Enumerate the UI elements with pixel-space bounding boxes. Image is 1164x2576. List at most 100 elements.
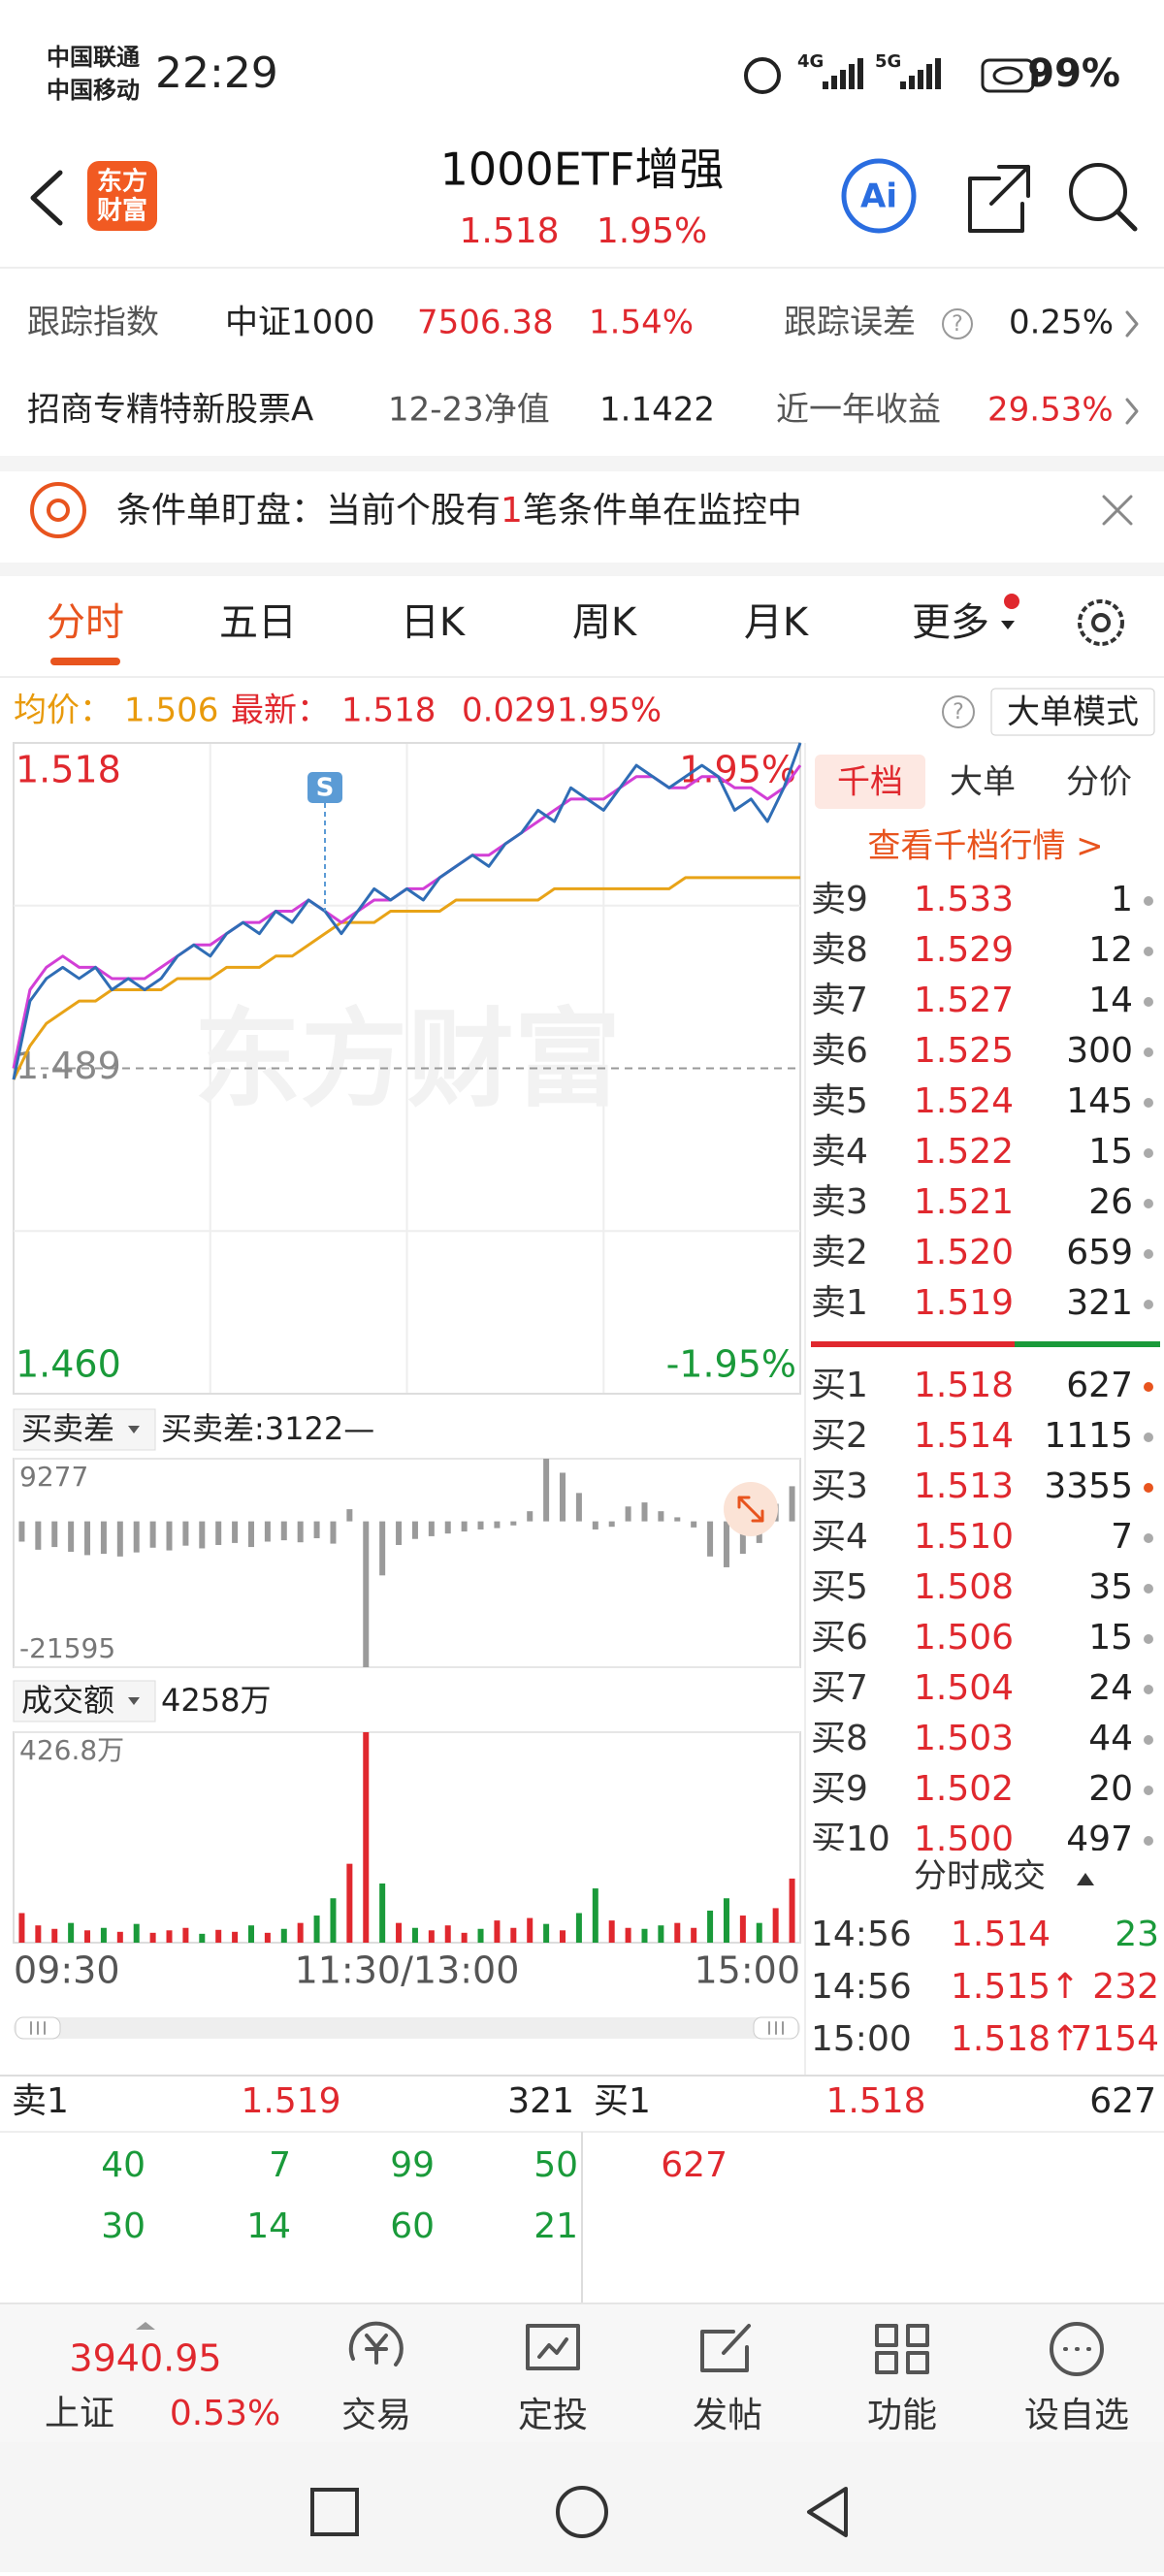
nav-label[interactable]: 发帖	[693, 2396, 762, 2435]
depth-tab[interactable]: 分价	[1066, 763, 1132, 802]
depth-tab[interactable]: 千档	[837, 763, 903, 802]
level-volume: 14	[1088, 981, 1133, 1020]
grip	[768, 2021, 784, 2035]
ai-label[interactable]: Ai	[860, 177, 897, 216]
nav-icon[interactable]	[1050, 2322, 1104, 2376]
bar	[346, 1509, 353, 1522]
bar	[313, 1916, 320, 1943]
level-label: 买5	[811, 1567, 868, 1607]
bar	[199, 1933, 206, 1943]
index-pct: 1.54%	[589, 304, 694, 342]
sub-frame	[13, 1458, 801, 1668]
level-label: 卖5	[811, 1081, 868, 1121]
selector-label[interactable]: 买卖差	[21, 1410, 114, 1447]
chevron[interactable]	[1125, 310, 1139, 338]
nav-icon[interactable]	[875, 2324, 929, 2374]
share-button[interactable]	[968, 165, 1030, 233]
depth-link[interactable]: 查看千档行情 >	[867, 827, 1103, 866]
bar	[494, 1920, 501, 1943]
depth-tab[interactable]: 大单	[950, 763, 1016, 802]
logo[interactable]	[87, 161, 157, 231]
avg-value: 1.506	[124, 692, 218, 730]
search-button[interactable]	[1069, 163, 1127, 221]
tab[interactable]: 五日	[219, 600, 297, 645]
bar	[116, 1521, 123, 1557]
bar	[494, 1521, 501, 1529]
chevron[interactable]	[1125, 398, 1139, 425]
index-value[interactable]: 3940.95	[69, 2337, 221, 2380]
battery	[981, 58, 1035, 93]
level-price: 1.525	[914, 1031, 1014, 1071]
index-pct[interactable]: 0.53%	[170, 2394, 280, 2433]
level-label: 买9	[811, 1769, 868, 1809]
back-system-button[interactable]	[807, 2487, 848, 2537]
home-button[interactable]	[556, 2486, 608, 2538]
signal-label[interactable]: S	[316, 774, 335, 803]
level-volume: 627	[1066, 1366, 1133, 1405]
nav-label[interactable]: 交易	[341, 2396, 411, 2435]
level-label: 买6	[811, 1618, 868, 1658]
level-volume: 300	[1066, 1031, 1133, 1071]
level-label: 卖4	[811, 1132, 868, 1172]
level-volume: 20	[1088, 1769, 1133, 1809]
nav-label[interactable]: 定投	[518, 2396, 588, 2435]
settings-button[interactable]	[1078, 599, 1124, 646]
tab[interactable]: 日K	[401, 600, 467, 645]
tab[interactable]: 月K	[744, 600, 810, 645]
tab[interactable]: 周K	[572, 600, 638, 645]
page-title: 1000ETF增强	[440, 144, 725, 196]
bar	[280, 1521, 287, 1541]
level-label: 卖8	[811, 930, 868, 970]
signal-marker[interactable]	[307, 772, 343, 803]
nav-icon[interactable]	[526, 2324, 580, 2370]
bar	[707, 1910, 714, 1943]
selector-label[interactable]: 成交额	[21, 1682, 114, 1719]
mode-label[interactable]: 大单模式	[1007, 693, 1139, 732]
recent-button[interactable]	[310, 2488, 359, 2536]
bar	[84, 1930, 91, 1943]
mode-button[interactable]	[990, 688, 1155, 736]
fund-name: 招商专精特新股票A	[27, 391, 313, 430]
tab[interactable]: 更多	[912, 600, 989, 645]
nav-label[interactable]: 设自选	[1024, 2396, 1129, 2435]
ai-button[interactable]	[841, 158, 917, 234]
nav-icon[interactable]	[348, 2321, 404, 2367]
settings-core	[1091, 613, 1111, 632]
level-label: 买7	[811, 1668, 868, 1708]
tracking-label: 跟踪指数	[27, 304, 159, 342]
queue-order: 14	[246, 2206, 291, 2246]
back-button[interactable]	[30, 170, 63, 226]
bar	[428, 1521, 435, 1536]
level-price: 1.519	[914, 1283, 1014, 1323]
bar	[68, 1521, 75, 1552]
notify-dot	[1004, 594, 1019, 609]
help-icon	[942, 308, 973, 339]
bar	[396, 1521, 403, 1545]
x-tick-label: 15:00	[694, 1949, 800, 1992]
nav-label[interactable]: 功能	[867, 2396, 937, 2435]
bar	[527, 1917, 534, 1943]
bar	[756, 1922, 762, 1943]
trades-panel	[807, 1851, 1164, 2076]
tab[interactable]: 分时	[47, 600, 124, 645]
queue-volume: 627	[1089, 2081, 1156, 2121]
level-price: 1.514	[914, 1416, 1014, 1456]
bar	[444, 1521, 451, 1534]
level-volume: 15	[1088, 1618, 1133, 1658]
level-price: 1.533	[914, 880, 1014, 919]
level-label: 卖2	[811, 1233, 868, 1272]
bar	[658, 1511, 664, 1522]
bar	[739, 1521, 746, 1555]
bar	[641, 1502, 648, 1522]
index-name[interactable]: 上证	[45, 2394, 114, 2433]
level-dot	[1144, 1483, 1153, 1493]
bar	[133, 1923, 140, 1943]
selector[interactable]	[13, 1408, 156, 1451]
nav-icon[interactable]	[700, 2324, 751, 2372]
logo-text: 财富	[97, 196, 147, 226]
trade-time: 15:00	[811, 2019, 912, 2059]
logo-text: 东方	[97, 167, 147, 197]
bar	[658, 1925, 664, 1943]
bar	[166, 1930, 173, 1943]
close-button[interactable]	[1102, 495, 1133, 526]
